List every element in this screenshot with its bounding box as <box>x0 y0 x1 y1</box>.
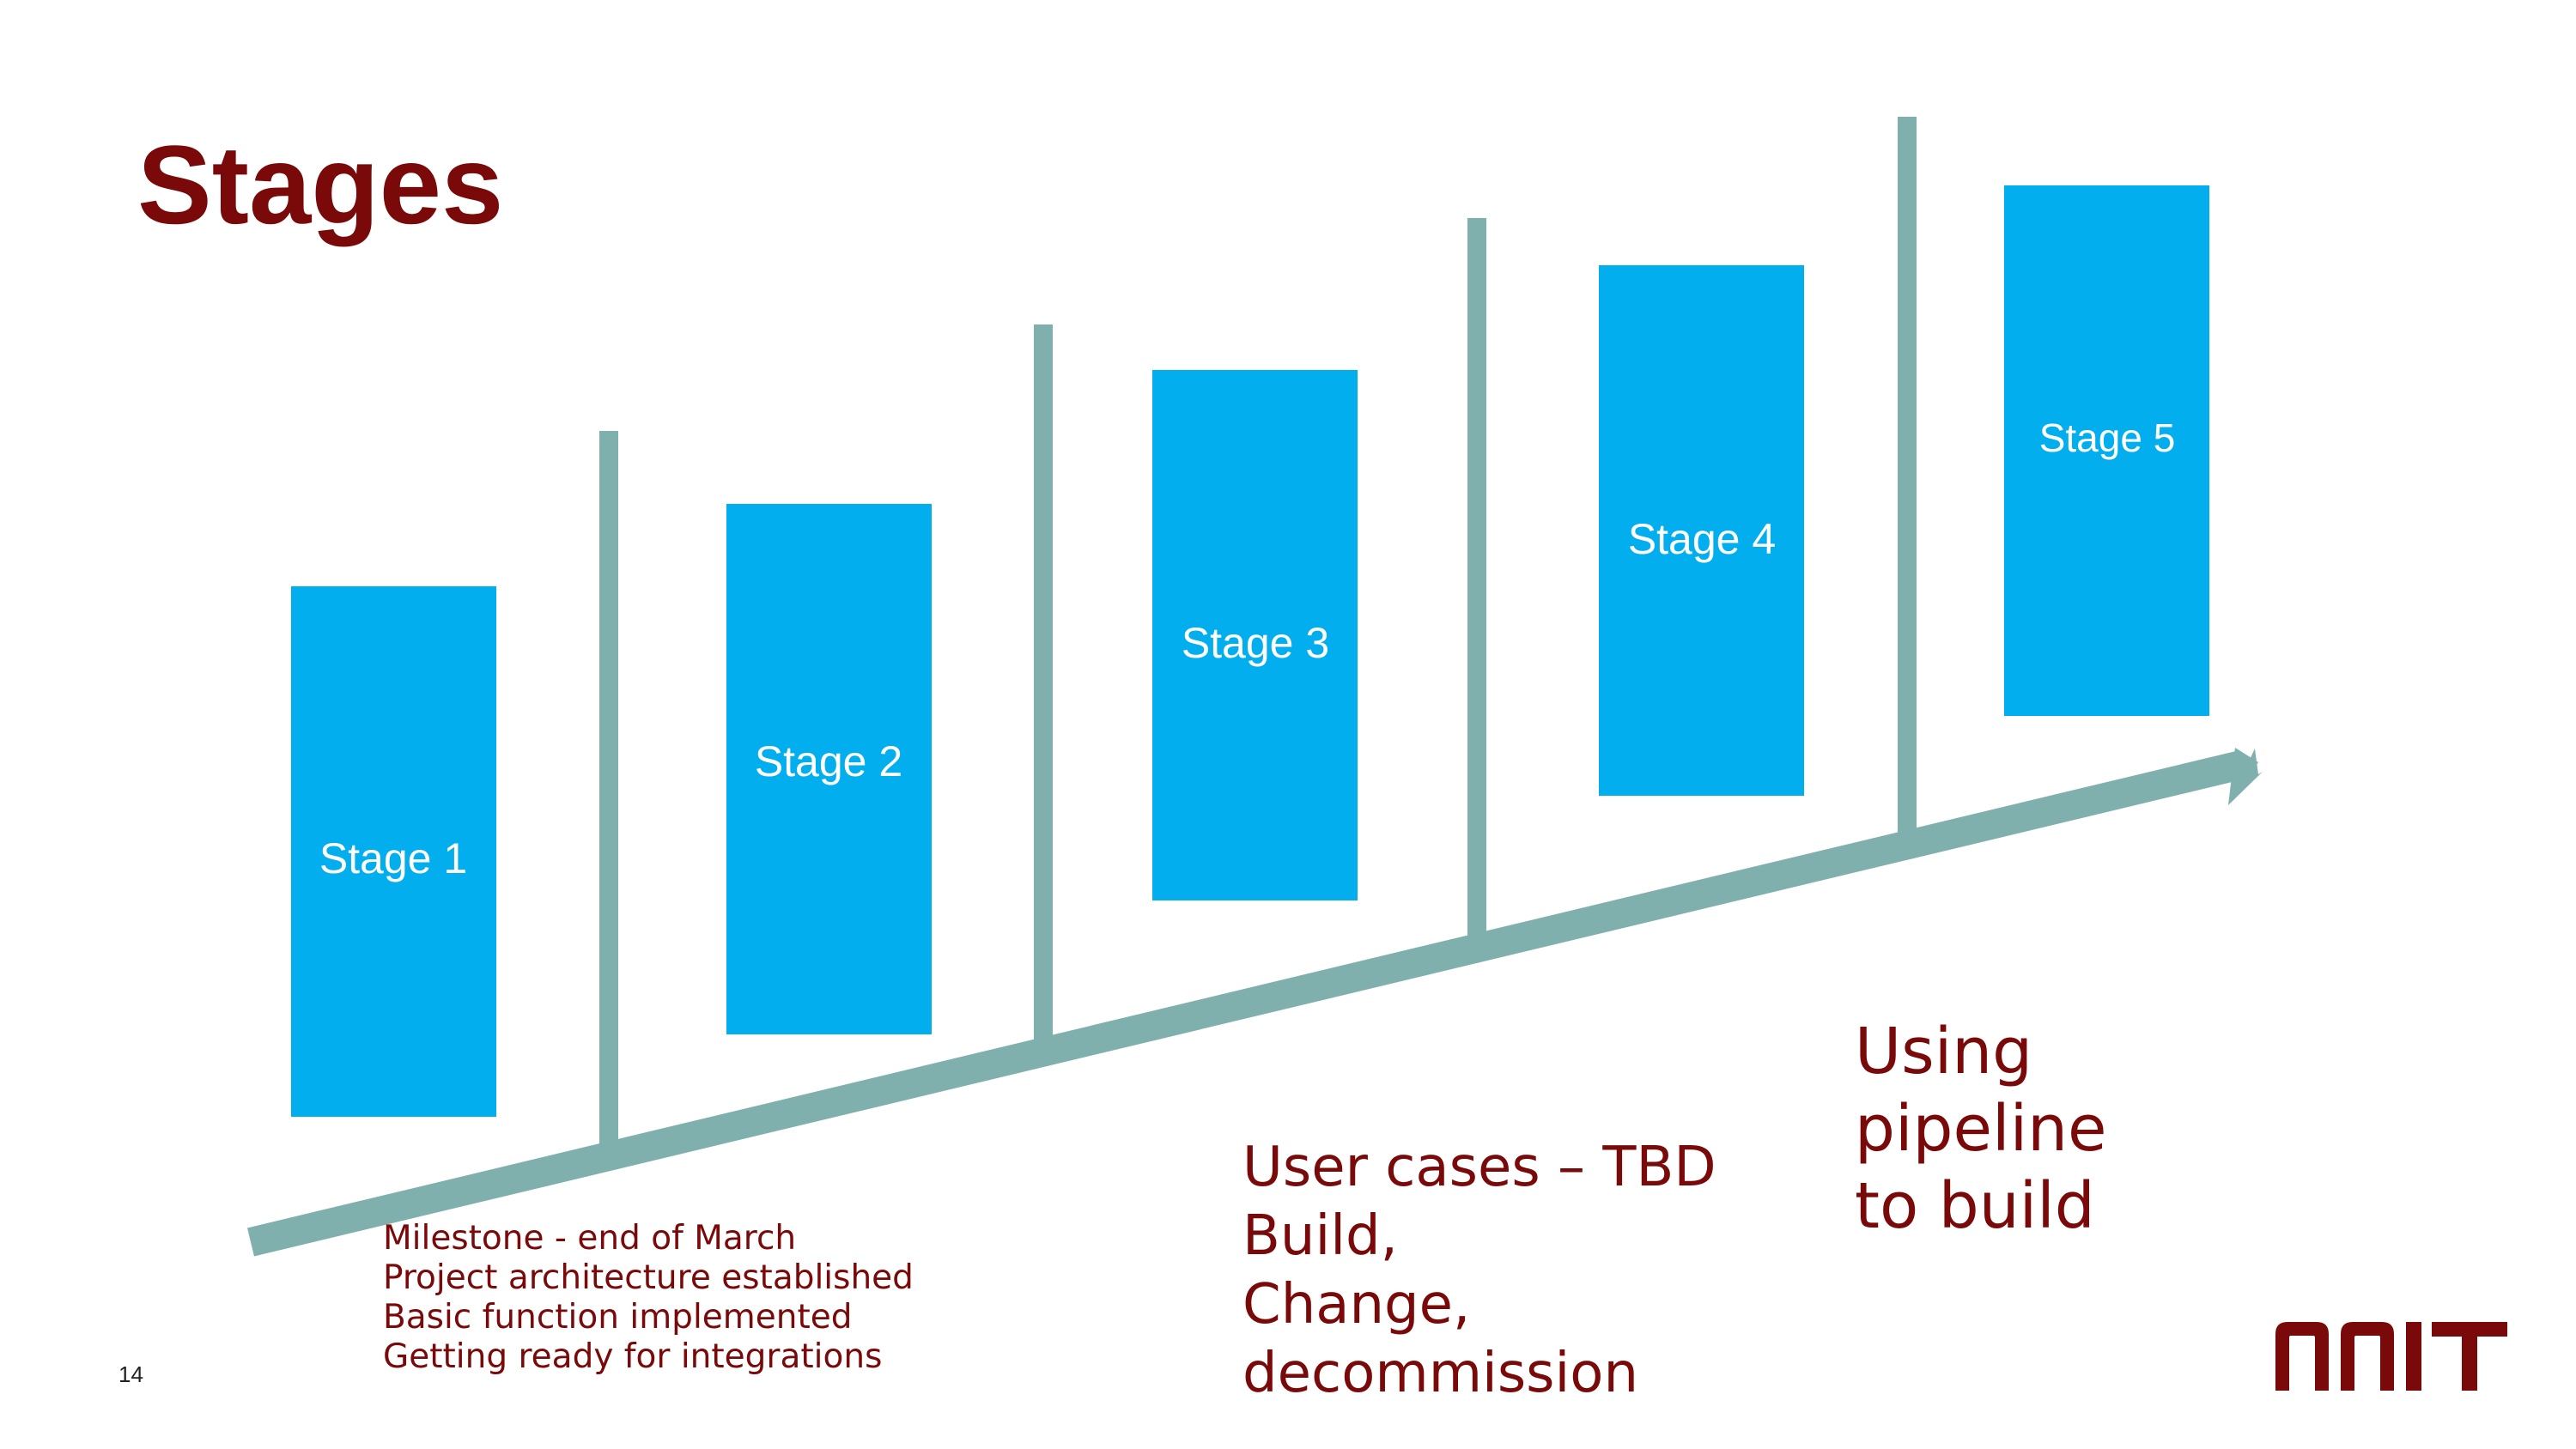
stage-box-5 <box>2004 185 2209 716</box>
slide-title: Stages <box>137 122 504 247</box>
milestone-line-3: Basic function implemented <box>383 1298 853 1337</box>
stage-box-2 <box>726 504 932 1034</box>
milestone-notes: Milestone - end of March Project archite… <box>383 1219 914 1377</box>
page-number: 14 <box>118 1361 143 1387</box>
stage-box-3 <box>1152 370 1358 900</box>
milestone-line-1: Milestone - end of March <box>383 1219 797 1258</box>
progress-arrow-shaft <box>247 750 2245 1257</box>
milestone-divider-1 <box>599 431 618 1148</box>
pipeline-line-3: to build <box>1855 1169 2095 1243</box>
stage-label-4: Stage 4 <box>1628 515 1776 563</box>
milestone-divider-4 <box>1898 117 1917 841</box>
user-cases-notes: User cases – TBD Build, Change, decommis… <box>1242 1133 1716 1408</box>
milestone-line-4: Getting ready for integrations <box>383 1337 883 1376</box>
stage-label-1: Stage 1 <box>319 834 467 882</box>
user-cases-line-1: User cases – TBD <box>1242 1136 1716 1199</box>
stage-label-5: Stage 5 <box>2039 415 2176 460</box>
milestone-divider-2 <box>1034 324 1053 1046</box>
pipeline-line-2: pipeline <box>1855 1092 2107 1166</box>
user-cases-line-4: decommission <box>1242 1342 1638 1405</box>
user-cases-line-2: Build, <box>1242 1204 1398 1268</box>
stage-label-2: Stage 2 <box>755 737 902 785</box>
stage-box-4 <box>1599 265 1804 796</box>
stage-box-1 <box>291 586 496 1117</box>
stage-label-3: Stage 3 <box>1182 619 1329 667</box>
nnit-logo <box>2275 1322 2507 1391</box>
milestone-line-2: Project architecture established <box>383 1258 914 1297</box>
user-cases-line-3: Change, <box>1242 1273 1471 1337</box>
progress-arrow-tip <box>2228 748 2258 805</box>
milestone-divider-3 <box>1467 218 1486 943</box>
pipeline-line-1: Using <box>1855 1015 2033 1088</box>
pipeline-notes: Using pipeline to build <box>1855 1013 2107 1245</box>
